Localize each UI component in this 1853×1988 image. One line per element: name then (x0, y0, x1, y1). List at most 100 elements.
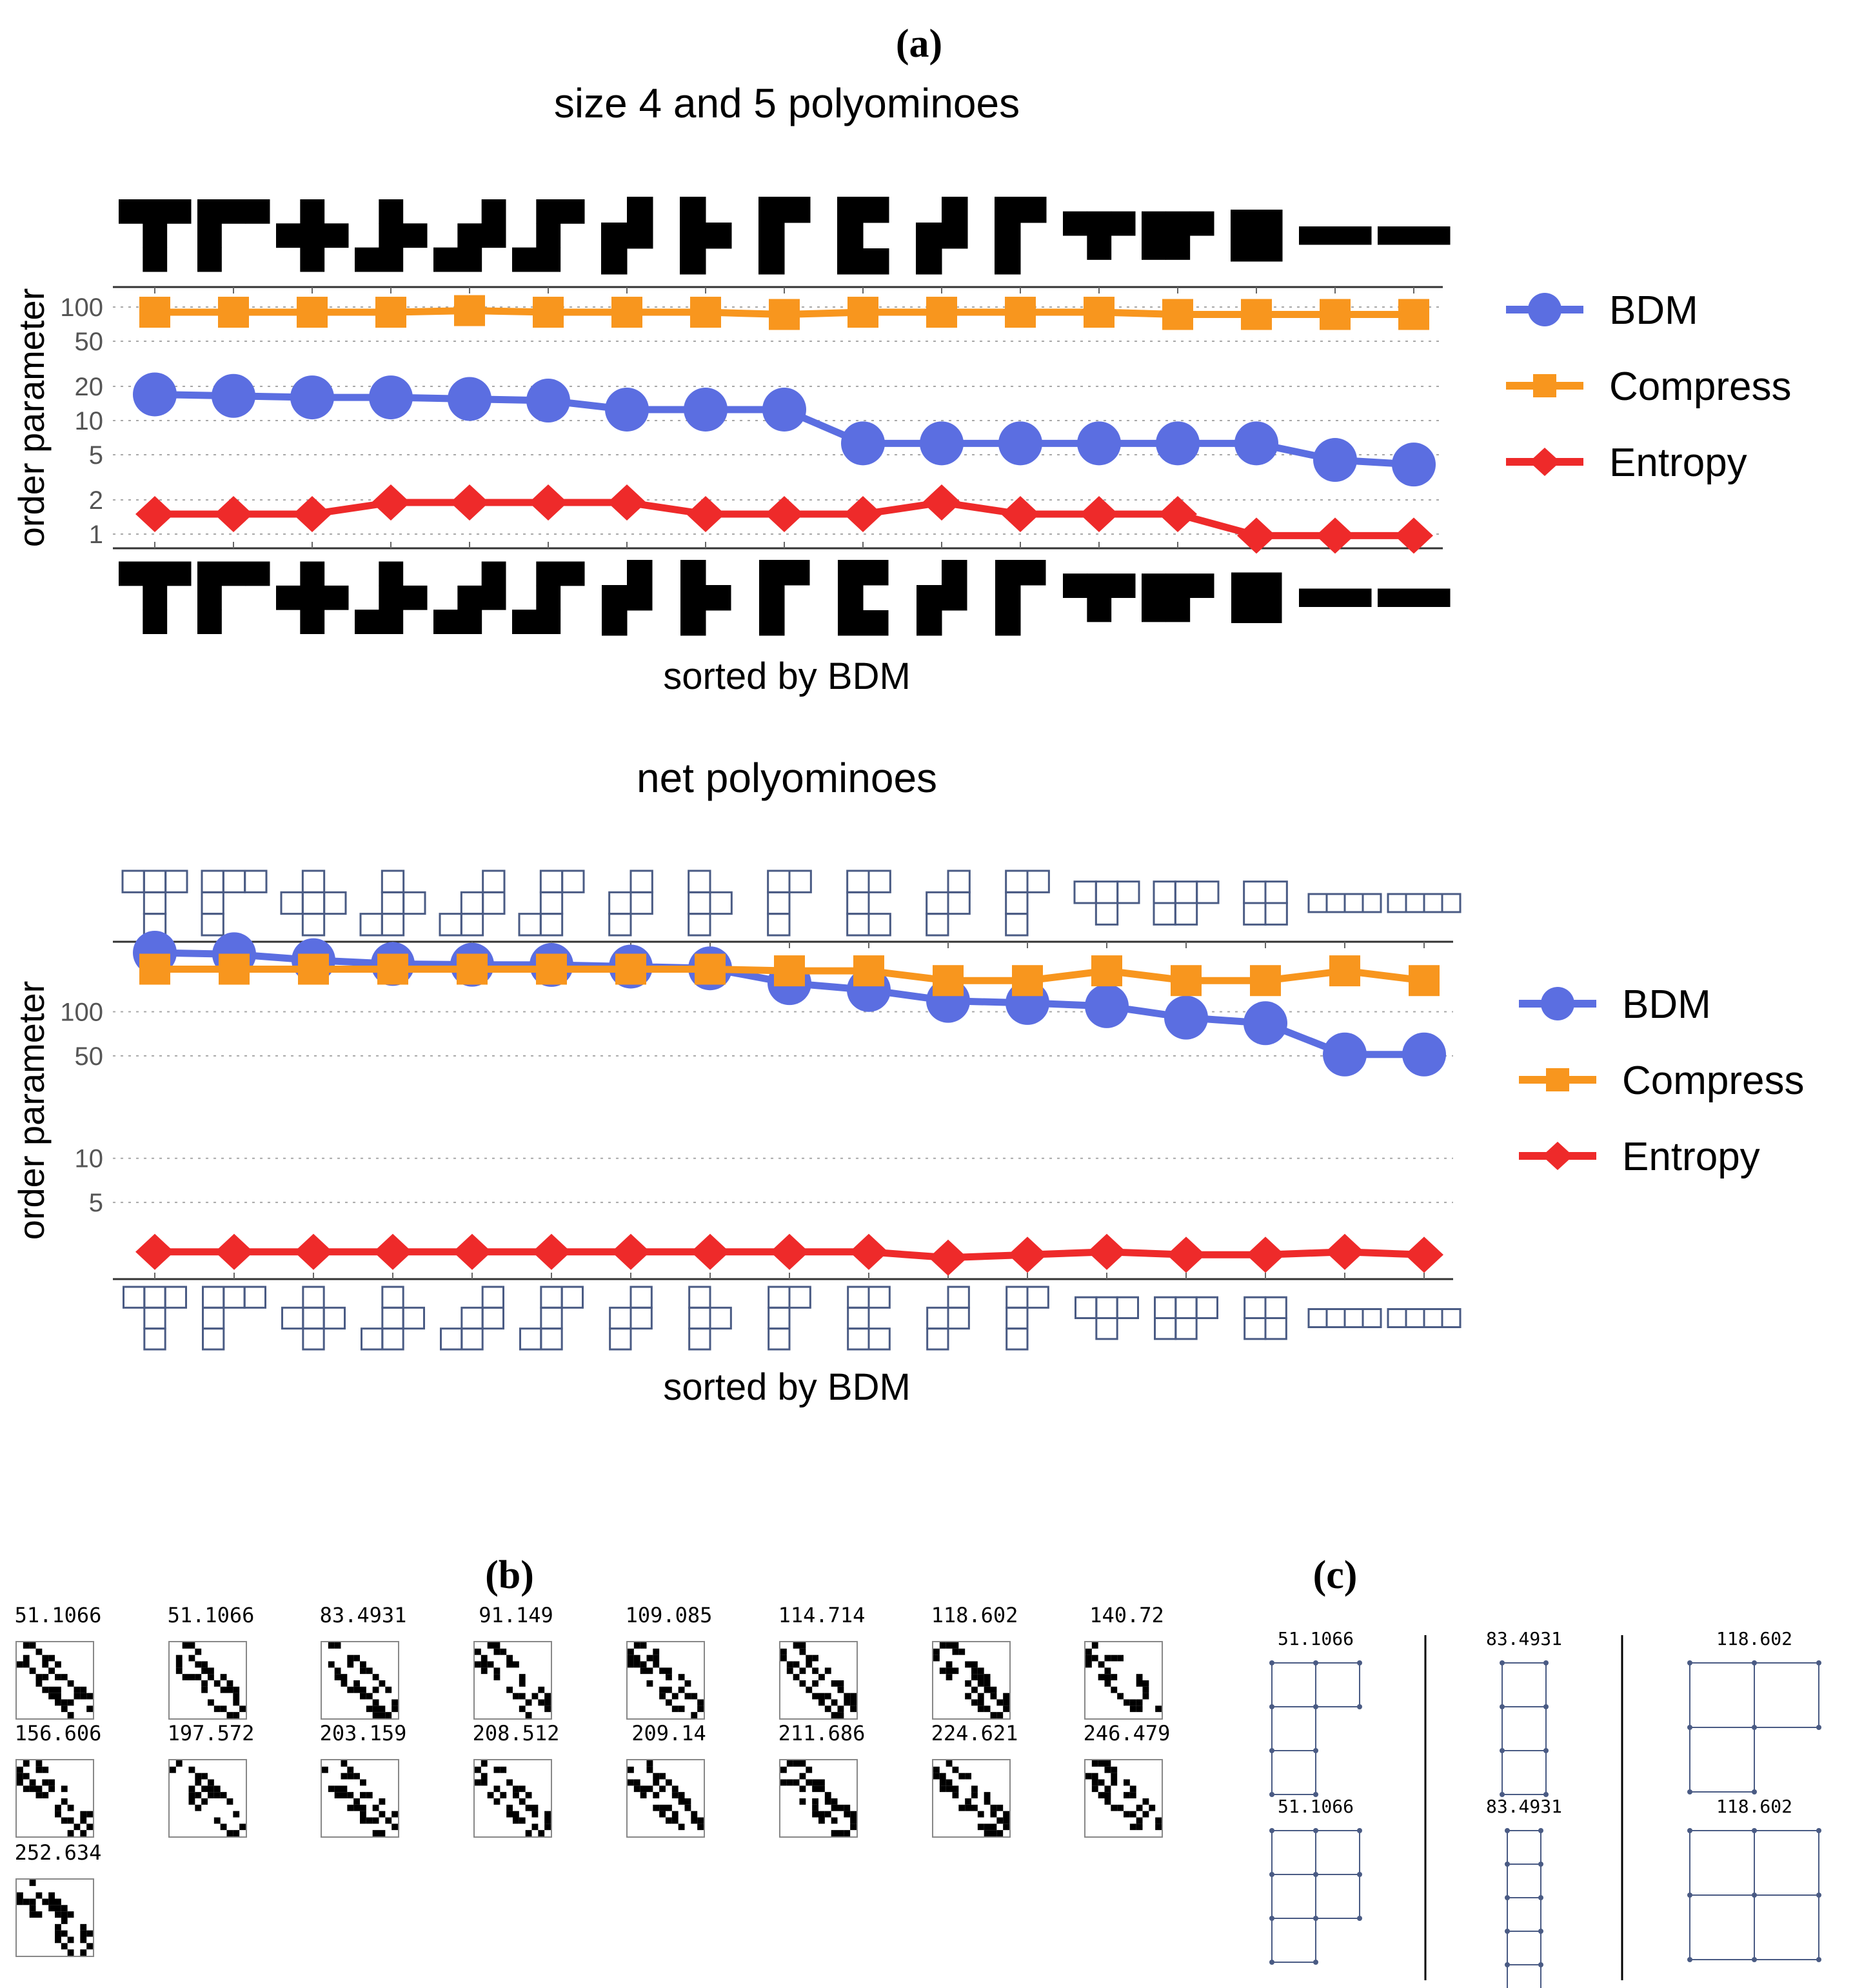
polyomino-glyph-below (1154, 1296, 1218, 1340)
data-point-bdm (133, 372, 177, 417)
polyomino-glyph-below (433, 561, 506, 634)
polyomino-glyph-below (519, 1286, 584, 1351)
data-point-entropy (372, 484, 410, 521)
legend-entry-compress: Compress (1519, 1059, 1805, 1103)
graph-value-label: 118.602 (1716, 1796, 1792, 1817)
y-tick-label: 1 (89, 521, 103, 549)
adjacency-matrix-thumbnail (932, 1759, 1011, 1838)
data-point-compress (375, 297, 406, 328)
y-tick-label: 100 (60, 293, 103, 322)
data-point-bdm (998, 421, 1042, 466)
polyomino-glyph-below (917, 560, 967, 636)
polyomino-glyph-above (601, 197, 653, 275)
y-tick-label: 10 (75, 407, 104, 435)
data-point-bdm (1156, 421, 1200, 466)
polyomino-glyph-below (602, 560, 653, 636)
data-point-bdm (1164, 995, 1208, 1040)
polyomino-glyph-above (1231, 210, 1283, 262)
data-point-compress (536, 953, 567, 985)
data-point-entropy (1237, 517, 1276, 554)
data-point-compress (533, 297, 564, 328)
data-point-compress (297, 297, 328, 328)
data-point-compress (457, 953, 488, 985)
data-point-compress (769, 299, 800, 330)
data-point-compress (1005, 297, 1036, 328)
polyomino-glyph-above (837, 197, 889, 275)
polyomino-glyph-above (119, 199, 192, 272)
data-point-entropy (294, 1233, 333, 1270)
matrix-value-label: 51.1066 (168, 1603, 255, 1627)
legend-entry-bdm: BDM (1519, 982, 1711, 1027)
polyomino-glyph-above (1307, 893, 1382, 913)
matrix-value-label: 51.1066 (15, 1603, 102, 1627)
matrix-value-label: 252.634 (15, 1840, 102, 1865)
matrix-value-label: 209.14 (631, 1721, 706, 1745)
data-point-entropy (532, 1233, 571, 1270)
polyomino-glyph-below (926, 1286, 970, 1351)
polyomino-glyph-above (1299, 226, 1372, 245)
data-point-compress (139, 953, 170, 985)
polyomino-glyph-above (1243, 880, 1288, 926)
data-point-entropy (844, 496, 882, 533)
data-point-entropy (215, 1233, 253, 1270)
adjacency-matrix-thumbnail (15, 1878, 94, 1957)
data-point-compress (611, 297, 642, 328)
polyomino-glyph-above (1153, 880, 1220, 926)
data-point-bdm (1392, 442, 1436, 487)
adjacency-matrix-thumbnail (1084, 1641, 1163, 1720)
net-graph-drawing (1687, 1828, 1821, 1962)
y-tick-label: 5 (89, 1189, 103, 1217)
data-point-bdm (605, 387, 649, 432)
data-point-entropy (765, 496, 804, 533)
data-point-entropy (1080, 496, 1118, 533)
data-point-bdm (1077, 421, 1121, 466)
chart-top: size 4 and 5 polyominoes sorted by BDM ord… (11, 80, 1792, 697)
polyomino-glyph-below (1006, 1286, 1049, 1351)
polyomino-glyph-below (1378, 588, 1451, 607)
adjacency-matrix-thumbnail (15, 1759, 94, 1838)
data-point-entropy (135, 1233, 174, 1270)
net-graph-drawing (1269, 1660, 1362, 1797)
legend-entry-bdm: BDM (1506, 288, 1698, 333)
y-tick-label: 100 (60, 998, 103, 1026)
adjacency-matrix-thumbnail (626, 1641, 705, 1720)
data-point-compress (690, 297, 721, 328)
polyomino-glyph-below (281, 1286, 346, 1351)
polyomino-glyph-above (433, 199, 506, 272)
data-point-entropy (686, 496, 725, 533)
polyomino-glyph-below (1142, 573, 1214, 622)
data-point-compress (1012, 965, 1043, 997)
polyomino-glyph-below (995, 560, 1046, 636)
data-point-entropy (770, 1233, 809, 1270)
data-point-bdm (684, 387, 728, 432)
matrix-value-label: 208.512 (473, 1721, 560, 1745)
matrix-value-label: 156.606 (15, 1721, 102, 1745)
data-point-entropy (611, 1233, 650, 1270)
polyomino-glyph-below (119, 561, 192, 634)
adjacency-matrix-thumbnail (1084, 1759, 1163, 1838)
polyomino-glyph-above (916, 197, 968, 275)
y-tick-label: 2 (89, 486, 103, 515)
matrix-value-label: 83.4931 (320, 1603, 407, 1627)
y-tick-label: 5 (89, 441, 103, 470)
net-graph-drawing (1505, 1828, 1543, 1988)
polyomino-glyph-above (767, 870, 812, 937)
data-point-entropy (373, 1233, 412, 1270)
data-point-entropy (1087, 1233, 1126, 1270)
polyomino-glyph-below (512, 561, 585, 634)
polyomino-glyph-above (280, 870, 347, 937)
net-graph-drawing (1500, 1660, 1549, 1797)
polyomino-glyph-above (680, 197, 732, 275)
polyomino-glyph-below (759, 560, 810, 636)
data-point-bdm (1313, 438, 1357, 482)
polyomino-glyph-above (688, 870, 733, 937)
x-axis-label: sorted by BDM (663, 655, 911, 697)
x-axis-label: sorted by BDM (663, 1366, 911, 1408)
adjacency-matrix-thumbnail (168, 1641, 247, 1720)
data-point-entropy (1246, 1237, 1285, 1273)
data-point-entropy (1008, 1237, 1047, 1273)
polyomino-glyph-below (1299, 588, 1372, 607)
polyomino-glyph-above (995, 197, 1047, 275)
data-point-compress (933, 965, 964, 997)
